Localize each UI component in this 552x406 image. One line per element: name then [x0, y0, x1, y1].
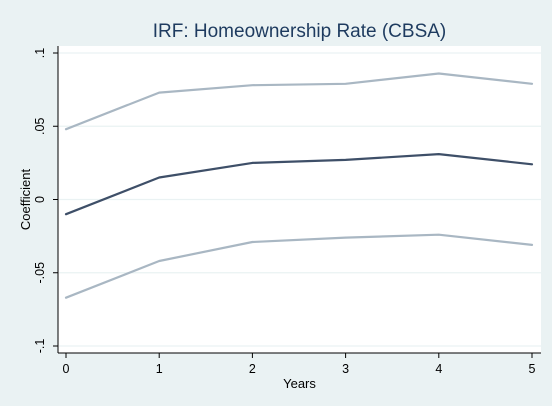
y-axis-label: Coefficient	[18, 169, 33, 231]
x-tick-label: 4	[435, 362, 442, 376]
x-tick-label: 0	[63, 362, 70, 376]
series-lines	[64, 72, 534, 299]
y-tick-label: -.1	[33, 339, 47, 354]
series-line-0	[64, 72, 534, 131]
y-tick-label: .05	[33, 118, 47, 135]
y-tick-label: .1	[33, 48, 47, 58]
grid-lines	[59, 52, 541, 347]
axes: -.1 -.05 0 .05 .1 0 1 2 3 4 5	[33, 46, 541, 376]
y-tick-label: -.05	[33, 262, 47, 284]
series-line-1	[64, 153, 534, 216]
x-axis-label: Years	[283, 376, 316, 391]
chart-title: IRF: Homeownership Rate (CBSA)	[153, 21, 447, 42]
series-line-2	[64, 233, 534, 299]
x-tick-label: 1	[156, 362, 163, 376]
x-tick-label: 5	[529, 362, 536, 376]
x-tick-label: 3	[342, 362, 349, 376]
y-tick-label: 0	[33, 196, 47, 203]
x-tick-label: 2	[249, 362, 256, 376]
